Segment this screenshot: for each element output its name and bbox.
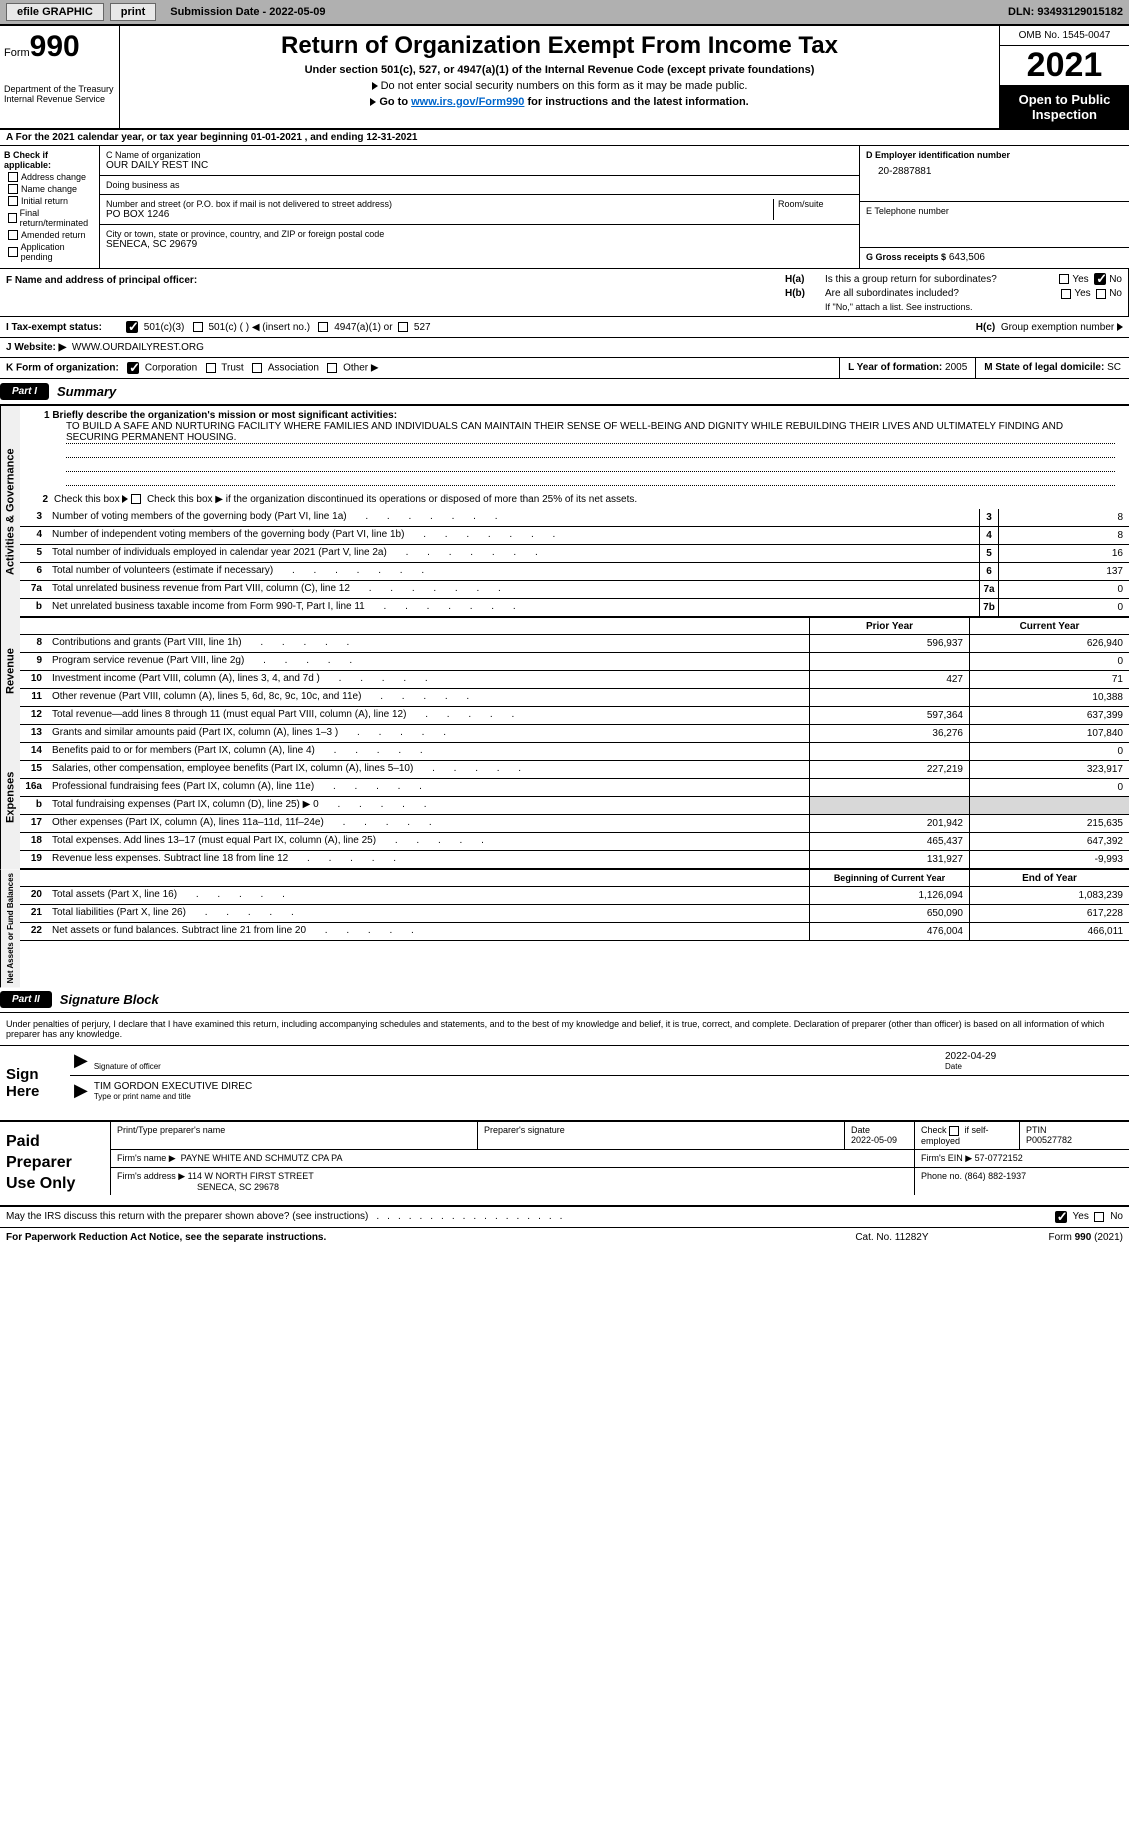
efile-button[interactable]: efile GRAPHIC: [6, 3, 104, 21]
addr-section: Number and street (or P.O. box if mail i…: [100, 195, 859, 225]
form-instruction-2: Go to www.irs.gov/Form990 for instructio…: [126, 96, 993, 108]
gross-receipts: G Gross receipts $ 643,506: [860, 248, 1129, 267]
revenue-section: Revenue Prior Year Current Year 8Contrib…: [0, 617, 1129, 725]
dln-number: DLN: 93493129015182: [1008, 6, 1123, 18]
part-1-header: Part I Summary: [0, 379, 1129, 405]
firm-ein: 57-0772152: [975, 1153, 1023, 1163]
print-button[interactable]: print: [110, 3, 156, 21]
officer-name-title: TIM GORDON EXECUTIVE DIREC: [94, 1081, 1125, 1092]
declaration-text: Under penalties of perjury, I declare th…: [0, 1013, 1129, 1046]
form-number: Form990: [4, 30, 115, 64]
org-city: SENECA, SC 29679: [106, 239, 853, 250]
irs-discuss-row: May the IRS discuss this return with the…: [0, 1207, 1129, 1228]
mission-text: TO BUILD A SAFE AND NURTURING FACILITY W…: [66, 421, 1115, 444]
sig-date: 2022-04-29: [945, 1051, 1125, 1062]
h-b-label: H(b): [785, 288, 825, 299]
firm-name: PAYNE WHITE AND SCHMUTZ CPA PA: [181, 1153, 343, 1163]
irs-link[interactable]: www.irs.gov/Form990: [411, 96, 524, 108]
discuss-yes-checkbox: [1055, 1211, 1067, 1223]
open-to-public: Open to Public Inspection: [1000, 86, 1129, 128]
page-footer: For Paperwork Reduction Act Notice, see …: [0, 1228, 1129, 1247]
tax-period-row: A For the 2021 calendar year, or tax yea…: [0, 130, 1129, 146]
org-name-section: C Name of organization OUR DAILY REST IN…: [100, 146, 859, 176]
omb-number: OMB No. 1545-0047: [1000, 26, 1129, 46]
vtab-expenses: Expenses: [0, 725, 20, 869]
room-suite: Room/suite: [773, 199, 853, 220]
org-info-block: B Check if applicable: Address change Na…: [0, 146, 1129, 269]
website-row: J Website: ▶ WWW.OURDAILYREST.ORG: [0, 338, 1129, 358]
paid-preparer-block: Paid Preparer Use Only Print/Type prepar…: [0, 1122, 1129, 1206]
top-toolbar: efile GRAPHIC print Submission Date - 20…: [0, 0, 1129, 24]
sign-here-block: Sign Here ▶ Signature of officer 2022-04…: [0, 1046, 1129, 1122]
catalog-number: Cat. No. 11282Y: [855, 1232, 928, 1243]
org-address: PO BOX 1246: [106, 209, 773, 220]
vtab-netassets: Net Assets or Fund Balances: [0, 869, 20, 987]
officer-group-block: F Name and address of principal officer:…: [0, 269, 1129, 317]
dba-section: Doing business as: [100, 176, 859, 195]
expenses-section: Expenses 13Grants and similar amounts pa…: [0, 725, 1129, 869]
form-header: Form990 Department of the Treasury Inter…: [0, 24, 1129, 130]
block-f-label: F Name and address of principal officer:: [6, 275, 773, 286]
form-title: Return of Organization Exempt From Incom…: [126, 32, 993, 60]
prior-year-header: Prior Year: [809, 618, 969, 634]
prep-date: 2022-05-09: [851, 1135, 897, 1145]
dept-treasury: Department of the Treasury Internal Reve…: [4, 84, 115, 104]
chk-final-return[interactable]: Final return/terminated: [4, 208, 95, 228]
chk-amended-return[interactable]: Amended return: [4, 230, 95, 240]
net-assets-section: Net Assets or Fund Balances Beginning of…: [0, 869, 1129, 987]
part-2-header: Part II Signature Block: [0, 987, 1129, 1013]
activities-governance-section: Activities & Governance 1 Briefly descri…: [0, 405, 1129, 617]
phone-section: E Telephone number: [860, 202, 1129, 248]
ein-value: 20-2887881: [878, 166, 1123, 177]
vtab-activities: Activities & Governance: [0, 406, 20, 617]
formation-year: 2005: [945, 362, 967, 373]
block-b-header: B Check if applicable:: [4, 150, 95, 170]
vtab-revenue: Revenue: [0, 617, 20, 725]
ptin-value: P00527782: [1026, 1135, 1072, 1145]
line-1-label: 1 Briefly describe the organization's mi…: [44, 410, 1123, 421]
self-employed-check[interactable]: Check if self-employed: [914, 1122, 1019, 1150]
prep-name-label: Print/Type preparer's name: [110, 1122, 477, 1150]
org-name: OUR DAILY REST INC: [106, 160, 853, 171]
website-url: WWW.OURDAILYREST.ORG: [72, 342, 204, 353]
chk-name-change[interactable]: Name change: [4, 184, 95, 194]
501c3-checkbox: [126, 321, 138, 333]
form-subtitle: Under section 501(c), 527, or 4947(a)(1)…: [126, 64, 993, 76]
corporation-checkbox: [127, 362, 139, 374]
tax-status-row: I Tax-exempt status: 501(c)(3) 501(c) ( …: [0, 317, 1129, 338]
no-checkbox: [1094, 273, 1106, 285]
beginning-year-header: Beginning of Current Year: [809, 870, 969, 886]
chk-application-pending[interactable]: Application pending: [4, 242, 95, 262]
firm-phone: (864) 882-1937: [965, 1171, 1027, 1181]
k-l-m-row: K Form of organization: Corporation Trus…: [0, 358, 1129, 379]
current-year-header: Current Year: [969, 618, 1129, 634]
tax-year: 2021: [1000, 46, 1129, 86]
submission-date: Submission Date - 2022-05-09: [170, 6, 325, 18]
h-a-label: H(a): [785, 274, 825, 285]
firm-address: 114 W NORTH FIRST STREET: [188, 1171, 314, 1181]
legal-domicile: SC: [1107, 362, 1121, 373]
h-note: If "No," attach a list. See instructions…: [825, 302, 1122, 312]
prep-sig-label: Preparer's signature: [477, 1122, 844, 1150]
ein-section: D Employer identification number 20-2887…: [860, 146, 1129, 202]
chk-initial-return[interactable]: Initial return: [4, 196, 95, 206]
city-section: City or town, state or province, country…: [100, 225, 859, 254]
form-instruction-1: Do not enter social security numbers on …: [126, 80, 993, 92]
line-2-text: Check this box Check this box ▶ if the o…: [54, 494, 637, 505]
end-year-header: End of Year: [969, 870, 1129, 886]
chk-address-change[interactable]: Address change: [4, 172, 95, 182]
